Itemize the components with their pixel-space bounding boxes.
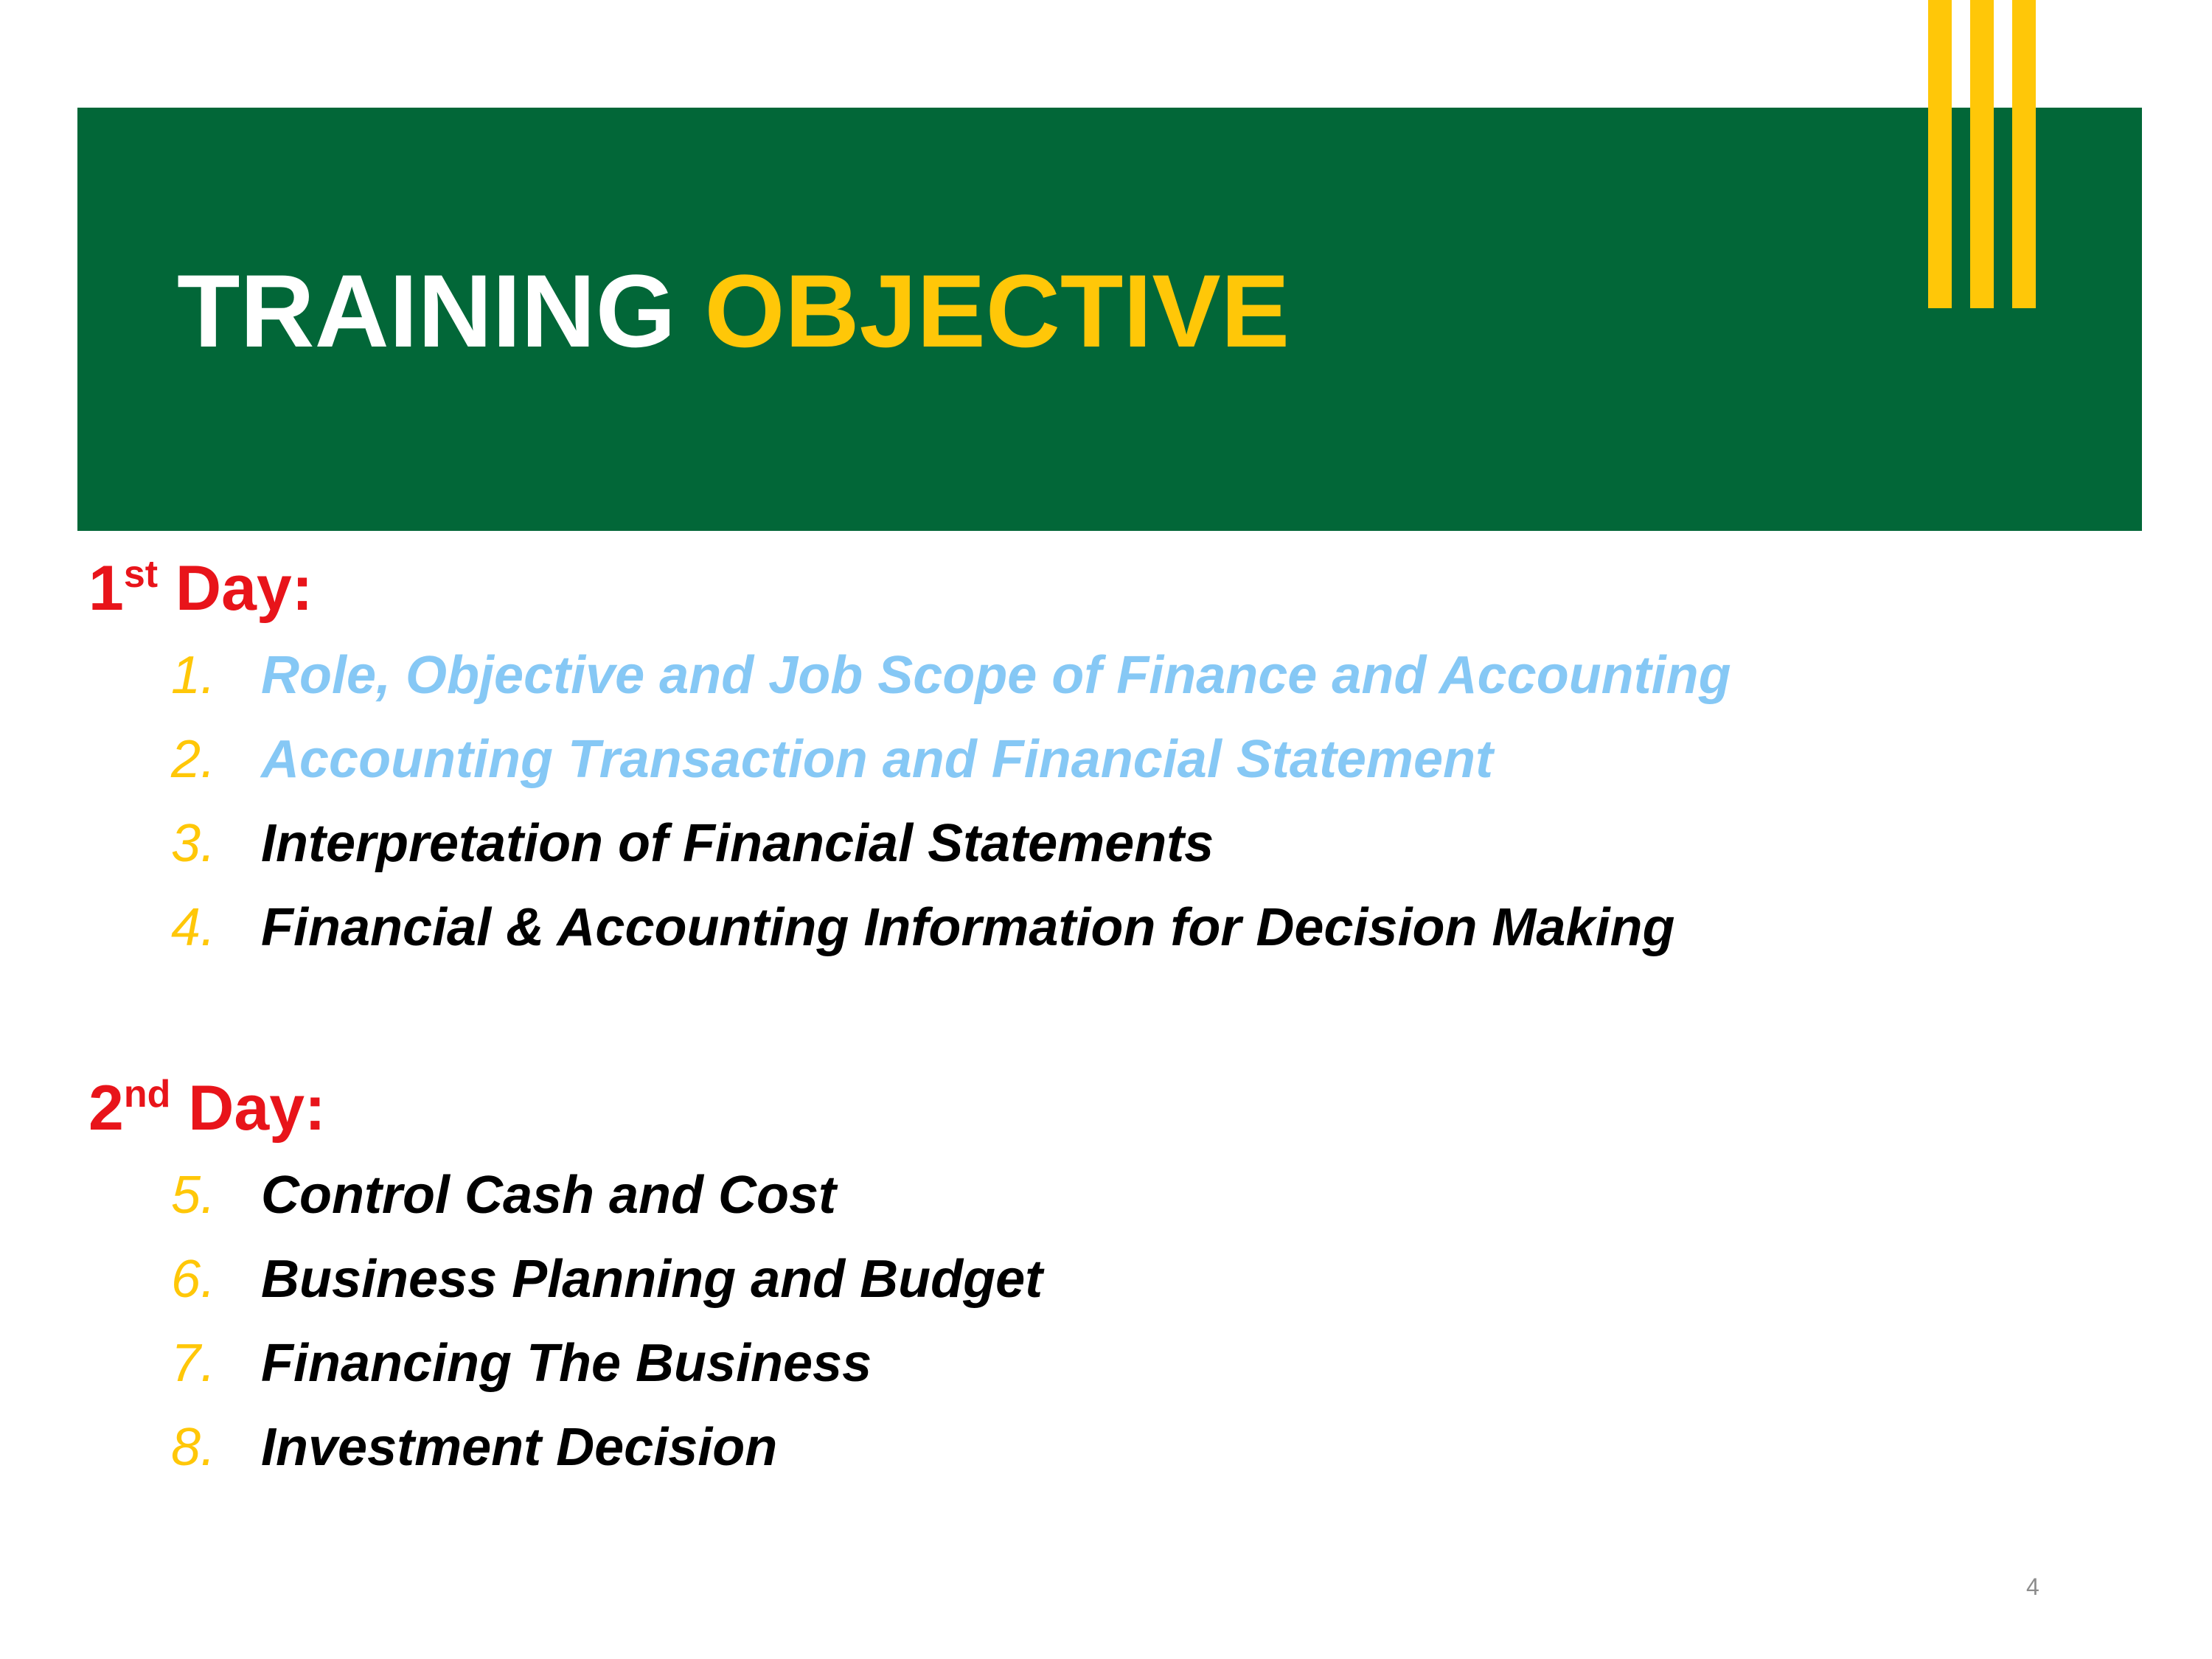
topic-text: Financial & Accounting Information for D… xyxy=(261,898,1675,957)
day-heading-1: 1st Day: xyxy=(88,555,313,620)
slide-title: TRAINING OBJECTIVE xyxy=(177,260,1290,363)
topic-item: 6. Business Planning and Budget xyxy=(171,1253,1043,1337)
topic-text: Business Planning and Budget xyxy=(261,1250,1043,1309)
topic-text: Interpretation of Financial Statements xyxy=(261,814,1214,873)
decorative-bar xyxy=(1970,0,1994,308)
topic-number: 1. xyxy=(171,646,216,705)
page-number: 4 xyxy=(2026,1573,2039,1600)
topic-text: Accounting Transaction and Financial Sta… xyxy=(261,730,1493,789)
topic-number: 3. xyxy=(171,814,216,873)
day-1-topic-list: 1. Role, Objective and Job Scope of Finan… xyxy=(171,649,1731,985)
decorative-bar xyxy=(1928,0,1952,308)
topic-number: 5. xyxy=(171,1166,216,1225)
topic-text: Role, Objective and Job Scope of Finance… xyxy=(261,646,1731,705)
topic-text: Control Cash and Cost xyxy=(261,1166,837,1225)
topic-item: 4. Financial & Accounting Information for… xyxy=(171,901,1731,985)
day-number: 2 xyxy=(88,1073,124,1144)
day-ordinal-suffix: st xyxy=(123,552,159,596)
topic-number: 6. xyxy=(171,1250,216,1309)
topic-item: 2. Accounting Transaction and Financial S… xyxy=(171,733,1731,817)
topic-item: 1. Role, Objective and Job Scope of Finan… xyxy=(171,649,1731,733)
topic-item: 7. Financing The Business xyxy=(171,1337,1043,1421)
day-heading-2: 2nd Day: xyxy=(88,1075,326,1140)
topic-number: 8. xyxy=(171,1418,216,1477)
topic-item: 5. Control Cash and Cost xyxy=(171,1169,1043,1253)
header-band xyxy=(77,108,2142,531)
topic-number: 2. xyxy=(171,730,216,789)
topic-item: 3. Interpretation of Financial Statements xyxy=(171,817,1731,901)
topic-number: 4. xyxy=(171,898,216,957)
topic-number: 7. xyxy=(171,1334,216,1393)
decorative-bar xyxy=(2012,0,2036,308)
topic-item: 8. Investment Decision xyxy=(171,1421,1043,1505)
day-ordinal-suffix: nd xyxy=(123,1072,171,1116)
slide-title-part2: OBJECTIVE xyxy=(704,253,1290,369)
decorative-bars xyxy=(1928,0,2039,308)
topic-text: Financing The Business xyxy=(261,1334,872,1393)
slide-title-part1: TRAINING xyxy=(177,253,676,369)
day-number: 1 xyxy=(88,553,124,624)
day-label: Day: xyxy=(175,553,313,624)
day-2-topic-list: 5. Control Cash and Cost 6. Business Plann… xyxy=(171,1169,1043,1505)
day-label: Day: xyxy=(188,1073,326,1144)
topic-text: Investment Decision xyxy=(261,1418,778,1477)
